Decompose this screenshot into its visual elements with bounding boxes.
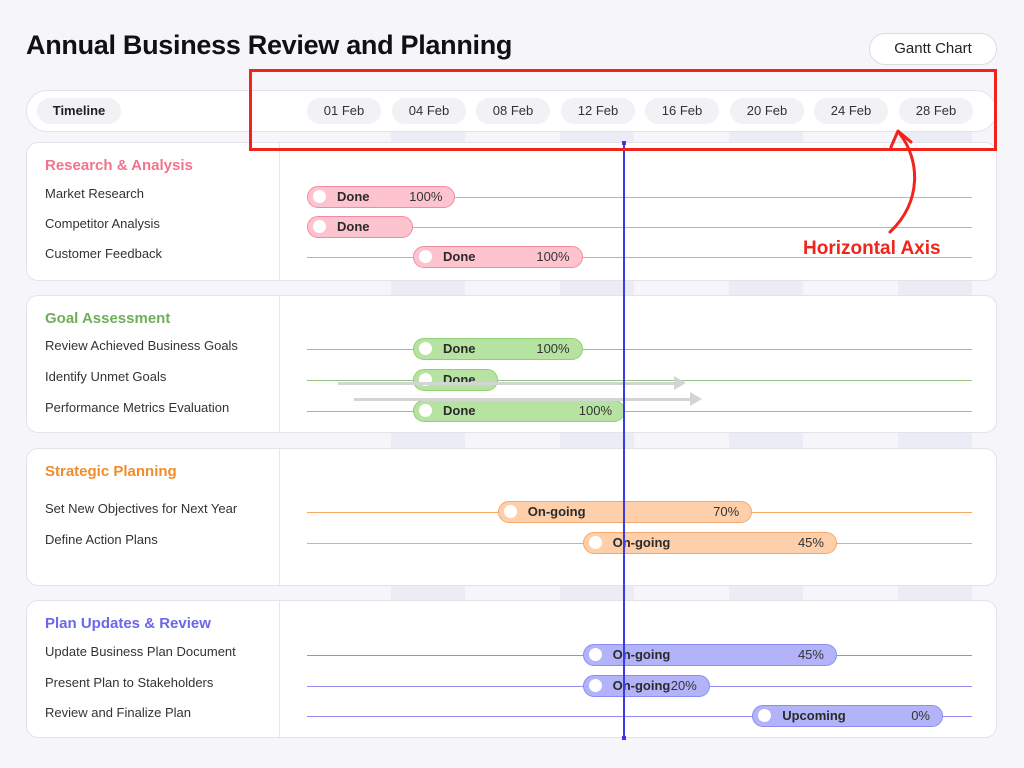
- timeline-date-tick: 04 Feb: [392, 98, 466, 124]
- panel-divider: [279, 296, 280, 432]
- task-label: Define Action Plans: [45, 532, 158, 547]
- timeline-date-tick: 16 Feb: [645, 98, 719, 124]
- task-status: Done: [443, 403, 476, 418]
- drag-arrow: [338, 376, 686, 390]
- task-handle-icon[interactable]: [313, 220, 326, 233]
- task-bar[interactable]: Done 100%: [413, 338, 583, 360]
- task-label: Market Research: [45, 186, 144, 201]
- task-handle-icon[interactable]: [419, 404, 432, 417]
- task-status: On-going: [612, 535, 671, 550]
- task-group-panel: Goal Assessment Review Achieved Business …: [26, 295, 997, 433]
- annotation-arrow-icon: [888, 129, 917, 234]
- task-group-title: Research & Analysis: [45, 157, 193, 174]
- task-row-line: [307, 716, 972, 717]
- task-label: Set New Objectives for Next Year: [45, 501, 238, 516]
- page-title: Annual Business Review and Planning: [26, 30, 513, 60]
- task-progress: 70%: [713, 504, 740, 519]
- task-status: On-going: [527, 504, 586, 519]
- task-handle-icon[interactable]: [419, 250, 432, 263]
- task-row-line: [307, 380, 972, 381]
- task-progress: 100%: [409, 189, 443, 204]
- panel-divider: [279, 143, 280, 280]
- task-progress: 100%: [578, 403, 612, 418]
- task-bar[interactable]: Done 100%: [413, 246, 583, 268]
- task-progress: 20%: [670, 678, 697, 693]
- chart-type-button[interactable]: Gantt Chart: [869, 33, 997, 65]
- task-label: Customer Feedback: [45, 246, 163, 261]
- task-bar[interactable]: On-going 20%: [582, 675, 710, 697]
- task-status: Upcoming: [782, 708, 846, 723]
- task-group-panel: Strategic Planning Set New Objectives for…: [26, 448, 997, 586]
- axis-annotation-label: Horizontal Axis: [803, 238, 941, 259]
- task-bar[interactable]: Done 100%: [307, 186, 456, 208]
- timeline-date-tick: 28 Feb: [899, 98, 973, 124]
- panel-divider: [279, 601, 280, 737]
- task-group-title: Plan Updates & Review: [45, 615, 211, 632]
- timeline-axis: Timeline 01 Feb 04 Feb 08 Feb 12 Feb 16 Feb 2…: [26, 90, 997, 132]
- timeline-date-tick: 01 Feb: [307, 98, 381, 124]
- timeline-date-tick: 12 Feb: [561, 98, 635, 124]
- task-handle-icon[interactable]: [503, 505, 517, 518]
- task-bar[interactable]: Upcoming 0%: [752, 705, 943, 727]
- task-label: Identify Unmet Goals: [45, 369, 167, 384]
- task-handle-icon[interactable]: [419, 342, 432, 355]
- task-bar[interactable]: On-going 45%: [582, 532, 837, 554]
- task-status: Done: [443, 249, 476, 264]
- task-row-line: [307, 197, 972, 198]
- panel-divider: [279, 449, 280, 585]
- task-row-line: [307, 349, 972, 350]
- task-bar[interactable]: On-going 70%: [497, 501, 753, 523]
- task-row-line: [307, 411, 972, 412]
- task-progress: 45%: [797, 647, 824, 662]
- task-bar[interactable]: Done: [413, 369, 498, 391]
- timeline-date-tick: 08 Feb: [476, 98, 550, 124]
- task-label: Present Plan to Stakeholders: [45, 675, 214, 690]
- task-handle-icon[interactable]: [758, 709, 772, 722]
- task-status: Done: [443, 372, 476, 387]
- task-group-panel: Research & Analysis Market Research Done 10…: [26, 142, 997, 281]
- task-group-title: Strategic Planning: [45, 463, 177, 480]
- task-progress: 100%: [536, 341, 570, 356]
- timeline-label: Timeline: [37, 98, 121, 124]
- task-handle-icon[interactable]: [588, 679, 602, 692]
- task-group-panel: Plan Updates & Review Update Business Pla…: [26, 600, 997, 738]
- task-row-line: [307, 257, 972, 258]
- task-label: Review Achieved Business Goals: [45, 338, 238, 353]
- timeline-date-tick: 24 Feb: [814, 98, 888, 124]
- task-bar[interactable]: Done: [307, 216, 413, 238]
- task-status: On-going: [612, 678, 671, 693]
- task-bar[interactable]: Done 100%: [413, 400, 625, 422]
- task-label: Performance Metrics Evaluation: [45, 400, 230, 415]
- task-group-title: Goal Assessment: [45, 310, 171, 327]
- task-label: Competitor Analysis: [45, 216, 160, 231]
- drag-arrow: [354, 392, 702, 406]
- task-label: Update Business Plan Document: [45, 644, 236, 659]
- timeline-date-tick: 20 Feb: [730, 98, 804, 124]
- task-bar[interactable]: On-going 45%: [582, 644, 837, 666]
- task-handle-icon[interactable]: [313, 190, 326, 203]
- task-progress: 45%: [797, 535, 824, 550]
- task-status: On-going: [612, 647, 671, 662]
- task-status: Done: [337, 219, 370, 234]
- task-progress: 100%: [536, 249, 570, 264]
- task-status: Done: [443, 341, 476, 356]
- task-status: Done: [337, 189, 370, 204]
- task-row-line: [307, 227, 972, 228]
- task-handle-icon[interactable]: [588, 648, 602, 661]
- task-handle-icon[interactable]: [588, 536, 602, 549]
- task-label: Review and Finalize Plan: [45, 705, 191, 720]
- today-marker: [622, 141, 626, 740]
- task-progress: 0%: [911, 708, 930, 723]
